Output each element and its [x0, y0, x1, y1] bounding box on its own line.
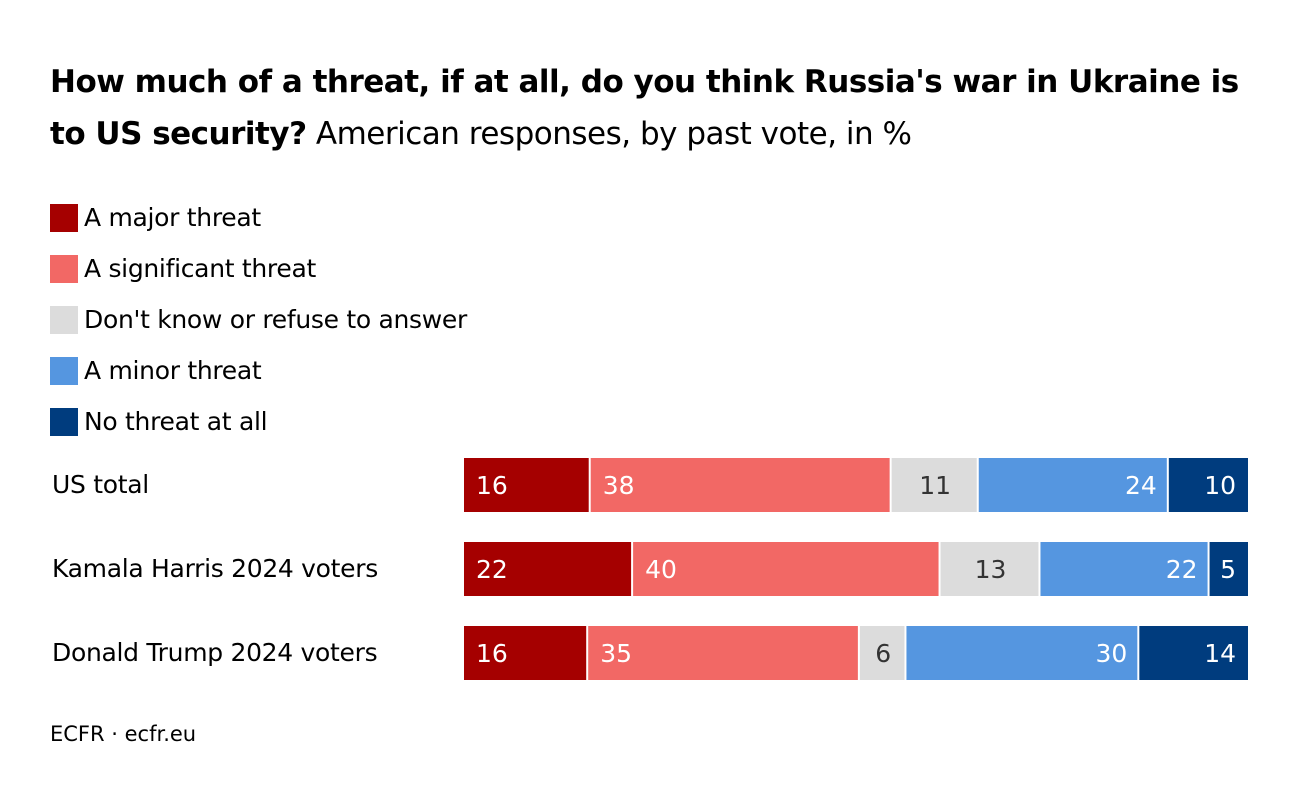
legend-item: Don't know or refuse to answer	[50, 294, 467, 345]
chart-title: How much of a threat, if at all, do you …	[50, 56, 1250, 160]
legend-label: A minor threat	[84, 356, 262, 385]
data-label: 22	[476, 555, 508, 584]
legend-item: A major threat	[50, 192, 467, 243]
legend: A major threat A significant threat Don't …	[50, 192, 467, 447]
bar-segment	[464, 458, 589, 512]
title-question: How much of a threat, if at all, do you …	[50, 64, 1239, 152]
data-label: 22	[1166, 555, 1198, 584]
data-label: 11	[919, 471, 951, 500]
legend-swatch	[50, 407, 78, 436]
legend-swatch	[50, 254, 78, 283]
legend-label: Don't know or refuse to answer	[84, 305, 467, 334]
data-label: 13	[975, 555, 1007, 584]
bar-segment	[633, 542, 939, 596]
data-label: 10	[1204, 471, 1236, 500]
legend-swatch	[50, 305, 78, 334]
data-label: 35	[600, 639, 632, 668]
bar-segment	[978, 458, 1167, 512]
bar-segment	[1040, 542, 1208, 596]
bar-segment	[940, 542, 1039, 596]
legend-label: A significant threat	[84, 254, 316, 283]
legend-item: No threat at all	[50, 396, 467, 447]
bar-segment	[464, 542, 632, 596]
data-label: 40	[645, 555, 677, 584]
legend-item: A minor threat	[50, 345, 467, 396]
data-label: 38	[603, 471, 635, 500]
legend-swatch	[50, 356, 78, 385]
data-label: 5	[1220, 555, 1236, 584]
bar-segment	[1168, 458, 1248, 512]
data-label: 16	[476, 639, 508, 668]
legend-label: A major threat	[84, 203, 261, 232]
legend-swatch	[50, 203, 78, 232]
bar-segment	[464, 626, 587, 680]
bar-segment	[1209, 542, 1248, 596]
legend-label: No threat at all	[84, 407, 268, 436]
data-label: 6	[875, 639, 891, 668]
category-label: Kamala Harris 2024 voters	[52, 554, 378, 583]
bar-segment	[588, 626, 858, 680]
chart-subtitle: American responses, by past vote, in %	[315, 116, 912, 152]
data-label: 30	[1096, 639, 1128, 668]
bar-segment	[590, 458, 890, 512]
category-label: US total	[52, 470, 149, 499]
data-label: 16	[476, 471, 508, 500]
legend-item: A significant threat	[50, 243, 467, 294]
category-label: Donald Trump 2024 voters	[52, 638, 378, 667]
bar-segment	[1139, 626, 1248, 680]
bar-segment	[891, 458, 977, 512]
source-footer: ECFR · ecfr.eu	[50, 722, 197, 746]
bar-segment	[859, 626, 905, 680]
data-label: 14	[1204, 639, 1236, 668]
bar-segment	[906, 626, 1138, 680]
data-label: 24	[1125, 471, 1157, 500]
